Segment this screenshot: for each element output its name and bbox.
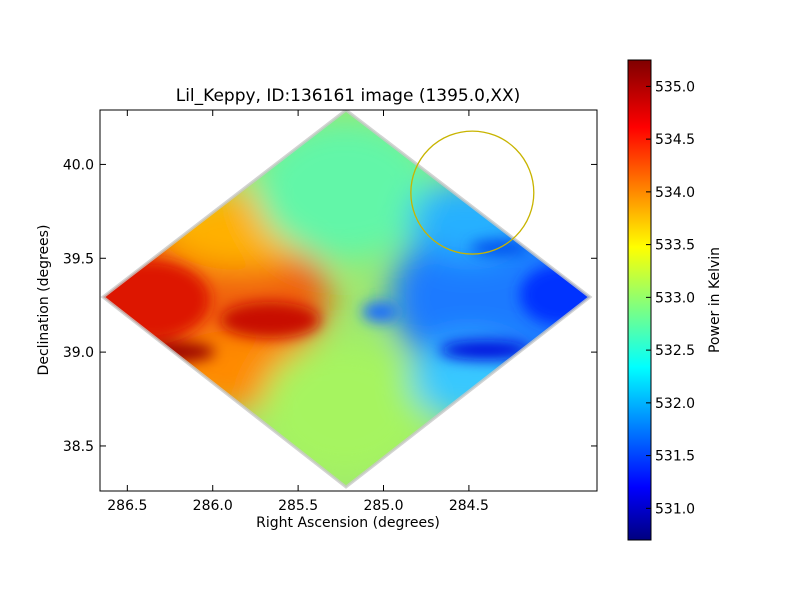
y-tick-label: 39.5	[63, 251, 94, 267]
x-tick-label: 286.0	[193, 498, 233, 514]
colorbar-gradient	[627, 59, 652, 541]
x-tick-label: 285.5	[278, 498, 318, 514]
y-axis-label: Declination (degrees)	[36, 225, 52, 376]
y-tick-label: 40.0	[63, 157, 94, 173]
x-axis-label: Right Ascension (degrees)	[256, 515, 440, 531]
colorbar-tick-label: 533.0	[655, 290, 695, 306]
aperture-circle	[410, 130, 535, 255]
plot-frame	[99, 109, 598, 492]
x-tick-label: 285.0	[363, 498, 403, 514]
colorbar-tick-label: 534.0	[655, 185, 695, 201]
colorbar-tick-label: 534.5	[655, 132, 695, 148]
heatmap-image	[100, 110, 593, 489]
y-tick-label: 38.5	[63, 439, 94, 455]
y-axis: 38.5 39.0 39.5 40.0	[63, 157, 597, 455]
x-tick-label: 284.5	[449, 498, 489, 514]
colorbar-ticks: 531.0 531.5 532.0 532.5 533.0 533.5 534.0 534.5…	[646, 79, 695, 517]
chart-title: Lil_Keppy, ID:136161 image (1395.0,XX)	[176, 86, 521, 106]
colorbar-tick-label: 532.5	[655, 343, 695, 359]
x-tick-label: 286.5	[107, 498, 147, 514]
y-tick-label: 39.0	[63, 345, 94, 361]
colorbar-tick-label: 531.0	[655, 501, 695, 517]
colorbar-label: Power in Kelvin	[707, 247, 723, 353]
colorbar-tick-label: 533.5	[655, 238, 695, 254]
colorbar-tick-label: 531.5	[655, 449, 695, 465]
colorbar-tick-label: 535.0	[655, 79, 695, 95]
x-axis: 286.5 286.0 285.5 285.0 284.5	[107, 110, 489, 514]
colorbar: 531.0 531.5 532.0 532.5 533.0 533.5 534.0 534.5…	[627, 59, 723, 541]
colorbar-tick-label: 532.0	[655, 396, 695, 412]
